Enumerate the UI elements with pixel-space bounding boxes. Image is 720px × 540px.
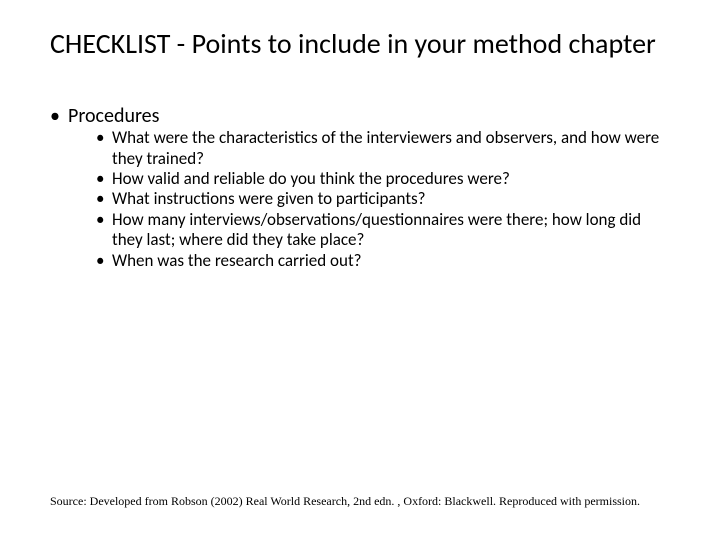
- level2-text: How valid and reliable do you think the …: [112, 169, 520, 189]
- list-item: • How valid and reliable do you think th…: [96, 169, 670, 189]
- level2-text: What instructions were given to particip…: [112, 189, 436, 209]
- source-citation: Source: Developed from Robson (2002) Rea…: [50, 494, 640, 508]
- bullet-icon: •: [50, 104, 68, 128]
- level2-text: How many interviews/observations/questio…: [112, 210, 670, 251]
- level1-item: • Procedures • What were the characteris…: [50, 104, 670, 271]
- slide-title: CHECKLIST - Points to include in your me…: [50, 28, 670, 60]
- list-item: • What were the characteristics of the i…: [96, 128, 670, 169]
- level2-list: • What were the characteristics of the i…: [96, 128, 670, 271]
- bullet-icon: •: [96, 169, 112, 189]
- level2-text: When was the research carried out?: [112, 251, 372, 271]
- bullet-icon: •: [96, 210, 112, 230]
- list-item: • How many interviews/observations/quest…: [96, 210, 670, 251]
- slide-container: CHECKLIST - Points to include in your me…: [0, 0, 720, 540]
- list-item: • What instructions were given to partic…: [96, 189, 670, 209]
- level2-text: What were the characteristics of the int…: [112, 128, 670, 169]
- level1-text: Procedures: [68, 104, 159, 128]
- level1-row: • Procedures: [50, 104, 670, 128]
- list-item: • When was the research carried out?: [96, 251, 670, 271]
- bullet-icon: •: [96, 189, 112, 209]
- bullet-icon: •: [96, 251, 112, 271]
- bullet-icon: •: [96, 128, 112, 148]
